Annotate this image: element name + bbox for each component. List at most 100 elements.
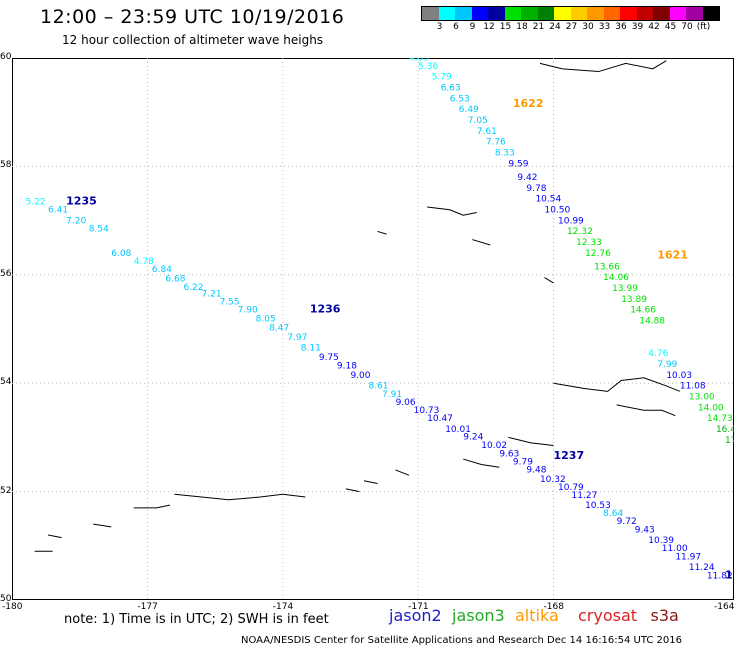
wave-height-label: 10.32 [540,475,566,485]
coastline [363,480,378,484]
coastline [553,377,681,392]
colorbar-swatches [421,6,720,21]
wave-height-label: 7.20 [66,216,86,226]
colorbar-swatch [504,7,521,20]
wave-height-label: 7.55 [220,298,240,308]
colorbar-labels: 3 6 9 12 15 18 21 24 27 30 33 36 39 42 45 70 (ft) [421,21,720,33]
wave-height-label: 10.39 [648,536,674,546]
coastline [508,436,554,447]
wave-height-label: 8.11 [301,344,321,354]
colorbar-swatch [438,7,455,20]
colorbar-swatch [570,7,587,20]
map-frame [12,58,734,600]
wave-height-label: 7.61 [477,127,497,137]
wave-height-label: 8.05 [256,314,276,324]
wave-height-label: 14.88 [639,317,665,327]
wave-height-label: 6.22 [183,283,203,293]
wave-height-label: 14.73 [707,414,733,424]
wave-height-label: 9.06 [396,398,416,408]
latitude-tick-label: 56 [0,268,12,279]
colorbar-swatch [653,7,670,20]
colorbar-label: 21 [532,22,545,32]
wave-height-label: 9.72 [617,517,637,527]
colorbar-label: (ft) [696,22,711,32]
altimeter-tracks: 5.226.417.208.54 6.084.786.846.686.227.21… [26,54,740,582]
track-time-label: 1235 [66,194,97,207]
wave-height-label: 9.75 [319,353,339,363]
longitude-tick-label: -171 [408,602,429,612]
colorbar-swatch [603,7,620,20]
colorbar-label: 24 [549,22,561,32]
wave-height-label: 9.59 [508,159,528,169]
wave-height-label: 7.91 [382,390,402,400]
wave-height-label: 10.02 [481,441,507,451]
latitude-tick-label: 52 [0,485,12,496]
colorbar-label: 27 [565,22,578,32]
track-1622: 4.895.365.796.636.536.497.057.617.768.33… [409,54,611,259]
wave-height-label: 9.79 [513,458,533,468]
wave-height-label: 11.27 [572,491,598,501]
latitude-tick-label: 50 [0,594,12,604]
wave-height-label: 9.24 [463,433,483,443]
footer-note: note: 1) Time is in UTC; 2) SWH is in fe… [64,612,329,627]
wave-height-label: 4.76 [648,349,668,359]
wave-height-label: 8.47 [269,324,289,334]
coastline [345,488,360,493]
wave-height-label: 12.32 [567,227,593,237]
track-1237: 9.639.799.4810.3210.7911.2710.538.649.72… [499,449,732,581]
wave-height-label: 10.54 [535,195,561,205]
colorbar-swatch [636,7,653,20]
latitude-tick-label: 58 [0,160,12,171]
header-subtitle: 12 hour collection of altimeter wave hei… [62,33,324,47]
coastline [544,277,554,284]
colorbar-label: 3 [436,22,443,32]
colorbar-swatch [422,7,439,20]
colorbar-label: 39 [631,22,644,32]
map-panel: 5.22 6.41 7.20 8.54 6.08 4.78 6.84 6.68 6.22 7.21… [12,54,740,600]
wave-height-label: 17.7 [725,436,734,446]
colorbar: 3 6 9 12 15 18 21 24 27 30 33 36 39 42 45 70 (ft) [421,6,720,33]
latitude-tick-label: 60 [0,52,12,62]
colorbar-swatch [587,7,604,20]
footer-credit: NOAA/NESDIS Center for Satellite Applica… [241,635,683,646]
wave-height-label: 5.79 [432,73,452,83]
longitude-tick-label: -180 [2,602,23,612]
wave-height-label: 8.54 [89,224,109,234]
wave-height-label: 13.99 [612,284,638,294]
colorbar-swatch [620,7,637,20]
colorbar-swatch [554,7,571,20]
legend-jason3: jason3 [452,606,505,625]
colorbar-swatch [537,7,554,20]
wave-height-label: 6.08 [111,249,131,259]
wave-height-label: 9.00 [350,371,370,381]
colorbar-swatch [471,7,488,20]
wave-height-label: 13.66 [594,262,620,272]
colorbar-label: 30 [582,22,594,32]
wave-height-label: 11.08 [680,382,706,392]
track-1236: 8.119.759.189.008.617.919.0610.7310.4710… [301,344,507,452]
colorbar-swatch [488,7,505,20]
legend-jason2: jason2 [389,606,442,625]
wave-height-label: 10.50 [544,205,570,215]
colorbar-label: 45 [664,22,677,32]
wave-height-label: 11.82 [707,571,733,581]
wave-height-label: 9.78 [526,184,546,194]
wave-height-label: 13.00 [689,392,715,402]
wave-height-label: 9.42 [517,173,537,183]
colorbar-label: 42 [648,22,660,32]
colorbar-swatch [702,7,719,20]
wave-height-label: 6.68 [165,274,185,284]
track-time-label: 1238 [725,568,734,581]
wave-height-label: 10.73 [414,406,440,416]
colorbar-label: 9 [469,22,476,32]
wave-height-label: 7.05 [468,116,488,126]
wave-height-label: 7.97 [287,333,307,343]
colorbar-label: 12 [483,22,495,32]
coastline [48,534,62,539]
longitude-tick-label: -164 [714,602,735,612]
coastline [377,230,387,235]
wave-height-label: 6.84 [152,265,172,275]
wave-height-label: 13.89 [621,295,647,305]
coastline [616,404,676,417]
